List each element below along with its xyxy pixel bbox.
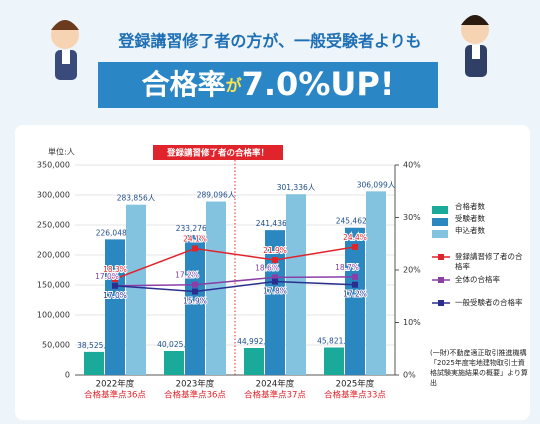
line-label: 21.9% bbox=[263, 246, 287, 255]
line-marker bbox=[352, 273, 358, 280]
legend-marker bbox=[438, 254, 444, 260]
y2-tick-label: 0% bbox=[403, 371, 416, 380]
y-tick-label: 0 bbox=[65, 371, 70, 380]
y-tick-label: 100,000 bbox=[37, 311, 70, 320]
y2-tick-label: 10% bbox=[403, 318, 421, 327]
legend-swatch bbox=[432, 230, 448, 238]
bar bbox=[105, 239, 125, 375]
x-tick-note: 合格基準点37点 bbox=[244, 390, 306, 401]
line-label: 17.0% bbox=[95, 272, 119, 281]
line-marker bbox=[272, 274, 278, 281]
line-label: 17.2% bbox=[343, 290, 367, 299]
line-marker bbox=[192, 288, 198, 295]
headline-part: 7.0%UP! bbox=[242, 65, 395, 103]
headline-2: 合格率が7.0%UP! bbox=[142, 65, 395, 103]
bar-label: 233,276人 bbox=[176, 224, 215, 233]
line-label: 24.4% bbox=[343, 233, 367, 242]
line-marker bbox=[192, 245, 198, 252]
bar-label: 245,462人 bbox=[336, 217, 375, 226]
annotation-box bbox=[153, 145, 283, 160]
line-marker bbox=[112, 282, 118, 289]
y2-tick-label: 40% bbox=[403, 161, 421, 170]
x-tick-note: 合格基準点36点 bbox=[84, 390, 146, 401]
unit-label: 単位:人 bbox=[48, 147, 75, 157]
line-marker bbox=[352, 281, 358, 288]
y-tick-label: 50,000 bbox=[42, 341, 70, 350]
person-right bbox=[461, 15, 489, 77]
bar-label: 45,821人 bbox=[317, 337, 351, 346]
bar-label: 241,436人 bbox=[256, 219, 295, 228]
legend-marker bbox=[438, 300, 444, 306]
line-marker bbox=[112, 275, 118, 282]
legend-marker bbox=[438, 277, 444, 283]
bar bbox=[164, 350, 184, 375]
headline-part: 合格率 bbox=[142, 68, 226, 101]
y-tick-label: 350,000 bbox=[37, 161, 70, 170]
headline-part: が bbox=[226, 76, 242, 95]
bar-label: 44,992人 bbox=[237, 337, 271, 346]
legend-label: 登録講習修了者の合格率 bbox=[455, 252, 523, 271]
bar bbox=[366, 191, 386, 375]
x-tick-note: 合格基準点36点 bbox=[164, 390, 226, 401]
legend-label: 全体の合格率 bbox=[455, 275, 500, 284]
legend-label: 受験者数 bbox=[455, 214, 485, 223]
legend-swatch bbox=[432, 206, 448, 214]
bar bbox=[244, 348, 264, 375]
y-tick-label: 150,000 bbox=[37, 281, 70, 290]
line bbox=[114, 280, 356, 293]
headline: 登録講習修了者の方が、一般受験者よりも bbox=[117, 32, 421, 51]
x-tick-note: 合格基準点33点 bbox=[324, 390, 386, 401]
line-marker bbox=[272, 278, 278, 285]
y-tick-label: 200,000 bbox=[37, 251, 70, 260]
line-label: 17.2% bbox=[175, 271, 199, 280]
line-label: 24.1% bbox=[183, 234, 207, 243]
bar-label: 226,048人 bbox=[96, 228, 135, 237]
bar bbox=[84, 351, 104, 375]
bar-label: 306,099人 bbox=[357, 180, 396, 189]
bar-label: 283,856人 bbox=[117, 194, 156, 203]
line-label: 18.7% bbox=[335, 263, 359, 272]
line-marker bbox=[272, 257, 278, 264]
bar bbox=[185, 235, 205, 375]
bar-label: 38,525人 bbox=[77, 341, 111, 350]
x-tick-label: 2022年度 bbox=[96, 379, 135, 390]
x-tick-label: 2023年度 bbox=[176, 379, 215, 390]
legend-swatch bbox=[432, 218, 448, 226]
bar bbox=[324, 347, 344, 375]
line-label: 18.3% bbox=[103, 265, 127, 274]
bar bbox=[286, 194, 306, 375]
line bbox=[114, 246, 356, 280]
y-tick-label: 300,000 bbox=[37, 191, 70, 200]
source-note: (一財)不動産適正取引推進機構「2025年度宅地建物取引士資格試験実施結果の概要… bbox=[430, 349, 528, 387]
line-label: 17.8% bbox=[263, 287, 287, 296]
person-left bbox=[51, 20, 79, 80]
line-marker bbox=[192, 281, 198, 288]
bar-label: 289,096人 bbox=[197, 191, 236, 200]
bar bbox=[126, 204, 146, 375]
y-tick-label: 250,000 bbox=[37, 221, 70, 230]
legend-label: 一般受験者の合格率 bbox=[455, 298, 523, 307]
bar-label: 301,336人 bbox=[277, 183, 316, 192]
bar-label: 40,025人 bbox=[157, 340, 191, 349]
line-label: 15.9% bbox=[183, 297, 207, 306]
legend-label: 申込者数 bbox=[455, 226, 485, 235]
annotation: 登録講習修了者の合格率！ bbox=[166, 148, 269, 159]
line-label: 18.6% bbox=[255, 263, 279, 272]
x-tick-label: 2024年度 bbox=[256, 379, 295, 390]
line bbox=[114, 276, 356, 287]
bar bbox=[345, 227, 365, 375]
banner bbox=[98, 62, 438, 108]
bar bbox=[265, 230, 285, 375]
y2-tick-label: 30% bbox=[403, 213, 421, 222]
legend-label: 合格者数 bbox=[455, 202, 485, 211]
y2-tick-label: 20% bbox=[403, 266, 421, 275]
line-label: 17.0% bbox=[103, 291, 127, 300]
x-tick-label: 2025年度 bbox=[336, 379, 375, 390]
line-marker bbox=[352, 243, 358, 250]
